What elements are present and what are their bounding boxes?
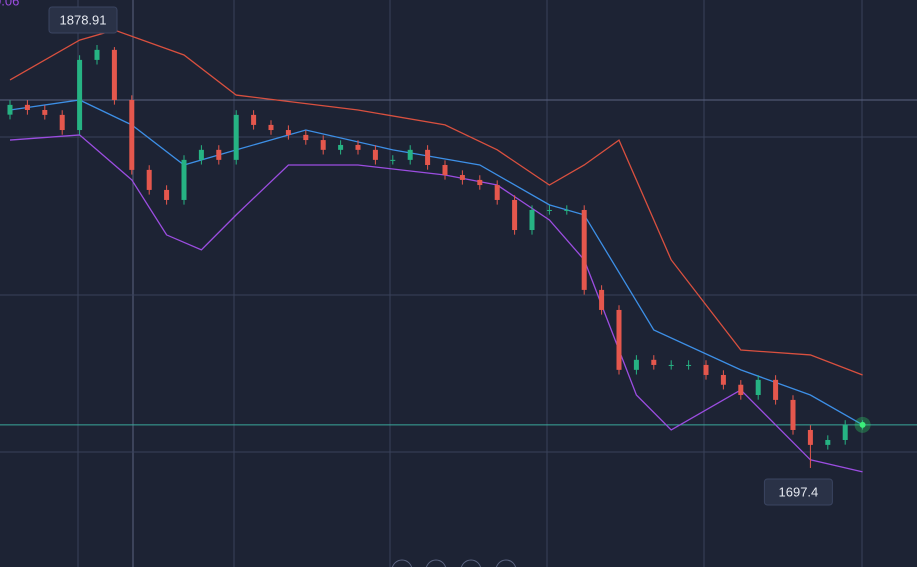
nav-dot[interactable] [495, 559, 517, 567]
candle-body [355, 144, 361, 150]
candle-body [564, 209, 570, 211]
candle-body [842, 424, 848, 440]
candle-body [686, 364, 692, 366]
candle-body [268, 124, 274, 131]
candle-body [285, 130, 291, 135]
candle-body [24, 104, 30, 110]
candle-body [251, 114, 257, 125]
candle-body [599, 289, 605, 310]
indicator-value: 0.06 [0, 0, 19, 8]
candle-body [111, 49, 117, 100]
price-label: 1878.91 [48, 6, 118, 34]
nav-dots[interactable] [391, 559, 517, 567]
candle-body [755, 379, 761, 396]
candle-body [407, 149, 413, 160]
price-label-box [763, 478, 833, 506]
candle-body [790, 399, 796, 430]
candle-body [477, 179, 483, 186]
candle-body [459, 175, 465, 180]
candle-body [633, 359, 639, 370]
candle-body [703, 364, 709, 375]
candle-body [442, 164, 448, 176]
candle-body [372, 149, 378, 160]
candle-body [529, 209, 535, 231]
candle-body [390, 159, 396, 161]
candle-body [129, 99, 135, 170]
candle-body [720, 374, 726, 385]
price-label-box [48, 6, 118, 34]
price-label-text: 1697.4 [779, 484, 819, 499]
nav-dot[interactable] [460, 559, 482, 567]
nav-dot[interactable] [391, 559, 413, 567]
candle-body [77, 59, 83, 131]
candle-body [494, 185, 500, 200]
candle-body [7, 104, 13, 115]
last-price-dot [859, 421, 866, 428]
candle-body [338, 144, 344, 150]
candle-body [59, 114, 65, 131]
candle-body [320, 140, 326, 150]
candle-body [738, 384, 744, 396]
candle-body [616, 309, 622, 370]
candle-body [216, 149, 222, 160]
candle-body [198, 149, 204, 160]
candle-body [425, 149, 431, 165]
candle-body [807, 429, 813, 445]
candle-body [512, 199, 518, 231]
price-label-text: 1878.91 [60, 12, 107, 27]
candle-body [825, 439, 831, 445]
candle-body [233, 114, 239, 160]
candle-body [651, 359, 657, 365]
indicator-line [9, 29, 863, 376]
candle-body [303, 134, 309, 141]
candle-body [164, 189, 170, 200]
candle-body [181, 159, 187, 200]
candle-body [42, 109, 48, 115]
candle-body [773, 379, 779, 400]
candle-body [94, 49, 100, 60]
candle-body [546, 209, 552, 211]
indicator-line [9, 99, 863, 426]
nav-dot[interactable] [425, 559, 447, 567]
candle-body [668, 364, 674, 366]
candle-body [146, 169, 152, 190]
price-label: 1697.4 [763, 478, 833, 506]
candle-body [581, 209, 587, 290]
